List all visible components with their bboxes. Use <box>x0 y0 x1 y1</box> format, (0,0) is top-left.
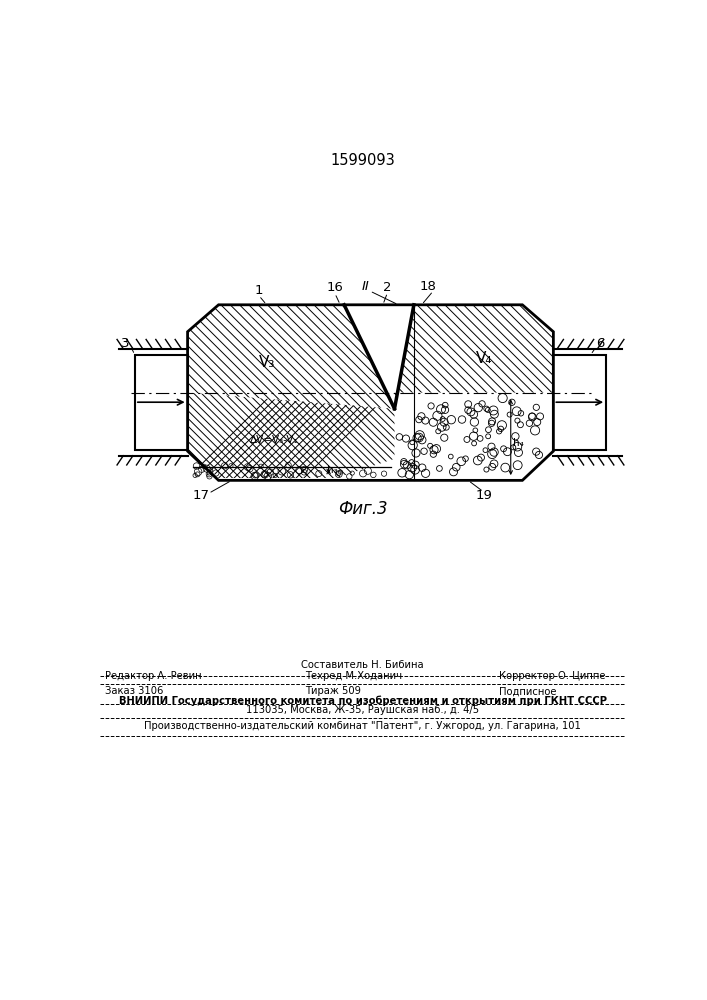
Text: Корректор О. Циппе: Корректор О. Циппе <box>499 671 606 681</box>
Text: ΔV=V₃-V₁: ΔV=V₃-V₁ <box>250 435 299 445</box>
Text: Фиг.3: Фиг.3 <box>338 500 387 518</box>
Text: h₃: h₃ <box>327 465 338 475</box>
Text: Подписное: Подписное <box>499 686 556 696</box>
Text: 18: 18 <box>419 280 436 293</box>
Text: V₄: V₄ <box>475 351 492 366</box>
Text: Заказ 3106: Заказ 3106 <box>105 686 164 696</box>
Text: 19: 19 <box>475 489 492 502</box>
Text: Тираж 509: Тираж 509 <box>305 686 361 696</box>
Text: Производственно-издательский комбинат "Патент", г. Ужгород, ул. Гагарина, 101: Производственно-издательский комбинат "П… <box>144 721 581 731</box>
Text: h₄: h₄ <box>513 438 524 448</box>
Text: ВНИИПИ Государственного комитета по изобретениям и открытиям при ГКНТ СССР: ВНИИПИ Государственного комитета по изоб… <box>119 695 607 706</box>
Text: Редактор А. Ревин: Редактор А. Ревин <box>105 671 202 681</box>
Text: 113035, Москва, Ж-35, Раушская наб., д. 4/5: 113035, Москва, Ж-35, Раушская наб., д. … <box>246 705 479 715</box>
Text: V₃: V₃ <box>259 355 275 370</box>
Text: Составитель Н. Бибина: Составитель Н. Бибина <box>301 660 424 670</box>
Text: 2: 2 <box>383 281 392 294</box>
Text: 1599093: 1599093 <box>330 153 395 168</box>
Text: 17: 17 <box>192 489 209 502</box>
Text: 3: 3 <box>122 337 130 350</box>
Text: 1: 1 <box>255 284 263 297</box>
Text: 16: 16 <box>327 281 344 294</box>
Text: 6: 6 <box>596 337 604 350</box>
Text: II: II <box>362 280 370 293</box>
Text: Техред М.Ходанич: Техред М.Ходанич <box>305 671 402 681</box>
